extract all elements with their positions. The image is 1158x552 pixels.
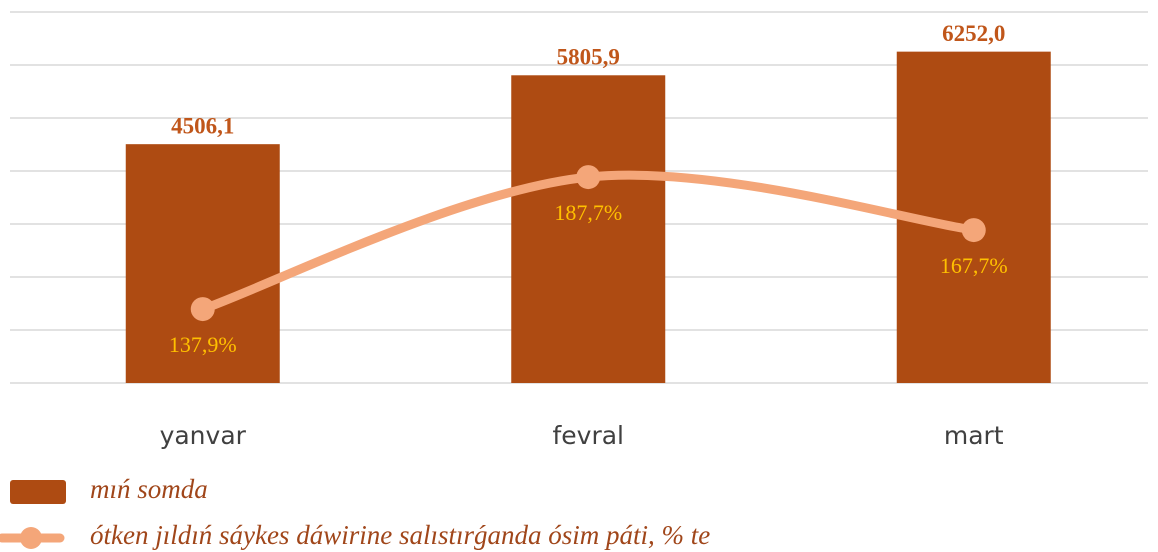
data-label: 167,7% [940, 253, 1008, 278]
bar [125, 144, 280, 383]
data-label: 4506,1 [171, 113, 234, 138]
x-tick-label: fevral [552, 421, 624, 450]
data-label: 5805,9 [557, 45, 620, 70]
data-label: 6252,0 [942, 21, 1005, 46]
legend-label: ótken jıldıń sáykes dáwirine salıstırǵan… [90, 520, 710, 550]
data-label: 187,7% [554, 200, 622, 225]
x-tick-label: yanvar [160, 421, 247, 450]
line-marker [961, 218, 986, 243]
line-marker [576, 165, 601, 190]
x-tick-label: mart [944, 421, 1004, 450]
legend-swatch [20, 527, 42, 549]
line-marker [190, 297, 215, 322]
data-label: 137,9% [169, 332, 237, 357]
bar [511, 75, 666, 384]
legend-swatch [10, 480, 66, 504]
legend-label: mıń somda [90, 474, 208, 504]
